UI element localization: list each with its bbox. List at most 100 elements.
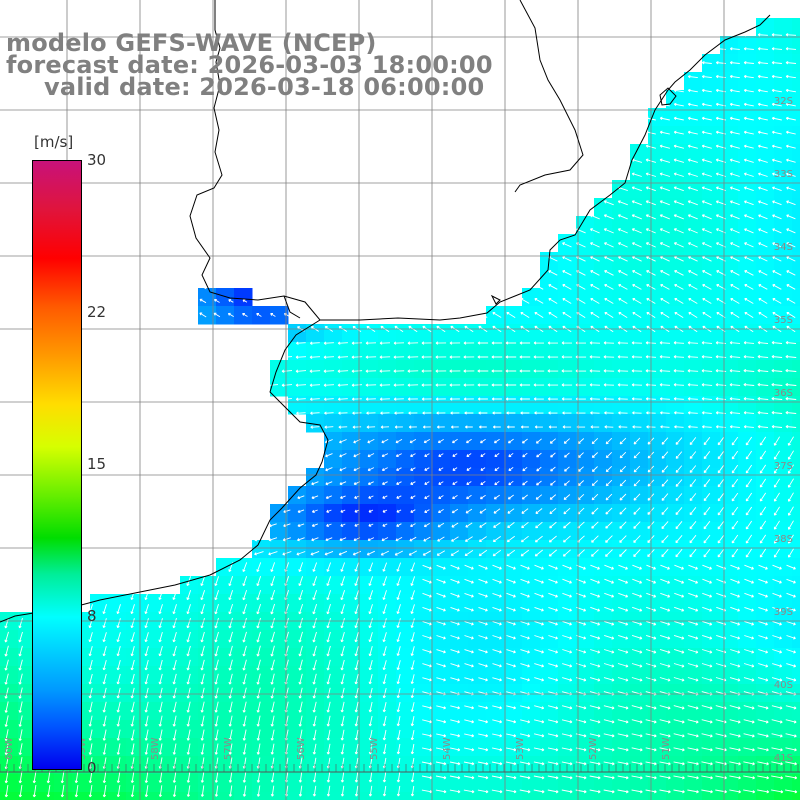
wind-arrow (520, 311, 530, 318)
wind-speed-cell (720, 234, 739, 253)
wind-arrow (478, 635, 488, 640)
wind-speed-cell (540, 396, 559, 415)
wind-speed-cell (306, 540, 325, 559)
wind-speed-cell (630, 738, 649, 757)
wind-arrow (449, 341, 461, 345)
wind-arrow (702, 620, 713, 626)
wind-speed-cell (414, 414, 433, 433)
wind-arrow (787, 548, 794, 558)
wind-arrow (410, 523, 416, 528)
wind-speed-cell (756, 432, 775, 451)
wind-arrow (464, 621, 474, 626)
wind-speed-cell (342, 360, 361, 379)
wind-arrow (786, 311, 796, 318)
wind-speed-cell (612, 180, 631, 199)
wind-arrow (534, 549, 543, 557)
wind-speed-cell (630, 450, 649, 469)
wind-speed-cell (702, 378, 721, 397)
wind-speed-cell (396, 630, 415, 649)
wind-speed-cell (774, 18, 793, 37)
wind-arrow (674, 256, 684, 262)
wind-arrow (340, 495, 346, 499)
wind-speed-cell (666, 720, 685, 739)
wind-speed-cell (144, 684, 163, 703)
wind-speed-cell (594, 378, 613, 397)
wind-speed-cell (630, 576, 649, 595)
wind-speed-cell (738, 522, 757, 541)
wind-arrow (521, 438, 528, 444)
wind-speed-cell (738, 144, 757, 163)
wind-speed-cell (738, 540, 757, 559)
wind-arrow (365, 355, 377, 359)
wind-arrow (186, 617, 191, 629)
wind-arrow (548, 549, 557, 557)
wind-speed-cell (486, 450, 505, 469)
wind-arrow (172, 673, 177, 685)
wind-arrow (102, 604, 107, 615)
wind-speed-cell (684, 108, 703, 127)
wind-speed-cell (684, 468, 703, 487)
wind-arrow (701, 102, 712, 107)
wind-speed-cell (270, 306, 289, 325)
wind-speed-cell (756, 450, 775, 469)
wind-speed-cell (774, 324, 793, 343)
wind-arrow (729, 130, 740, 135)
wind-speed-cell (378, 504, 397, 523)
wind-speed-cell (324, 558, 343, 577)
wind-speed-cell (252, 306, 271, 325)
wind-speed-cell (756, 252, 775, 271)
wind-arrow (617, 355, 629, 359)
wind-speed-cell (468, 558, 487, 577)
wind-arrow (703, 451, 711, 460)
wind-speed-cell (684, 342, 703, 361)
wind-arrow (730, 228, 740, 234)
wind-arrow (731, 534, 739, 544)
wind-speed-cell (432, 540, 451, 559)
wind-speed-cell (504, 648, 523, 667)
wind-speed-cell (702, 468, 721, 487)
wind-speed-cell (648, 684, 667, 703)
wind-speed-cell (576, 756, 595, 775)
wind-speed-cell (648, 792, 667, 800)
wind-speed-cell (720, 432, 739, 451)
wind-arrow (478, 592, 488, 598)
wind-speed-cell (630, 414, 649, 433)
wind-speed-cell (450, 666, 469, 685)
wind-speed-cell (486, 720, 505, 739)
wind-arrow (354, 509, 360, 513)
wind-speed-cell (144, 774, 163, 793)
wind-arrow (450, 663, 460, 668)
wind-arrow (102, 673, 107, 685)
wind-arrow (450, 649, 460, 654)
wind-arrow (689, 548, 697, 558)
wind-speed-cell (252, 630, 271, 649)
wind-speed-cell (684, 522, 703, 541)
wind-arrow (493, 508, 501, 514)
wind-speed-cell (90, 684, 109, 703)
latitude-label: 33S (774, 169, 793, 180)
wind-arrow (4, 617, 9, 629)
wind-speed-cell (432, 378, 451, 397)
wind-arrow (381, 453, 389, 458)
wind-speed-cell (594, 702, 613, 721)
wind-speed-cell (648, 630, 667, 649)
wind-arrow (337, 383, 349, 387)
wind-arrow (617, 369, 629, 373)
wind-speed-cell (162, 774, 181, 793)
wind-arrow (410, 674, 415, 685)
wind-speed-cell (792, 648, 800, 667)
wind-arrow (410, 562, 416, 572)
wind-speed-cell (540, 558, 559, 577)
wind-arrow (701, 649, 713, 654)
wind-speed-cell (0, 720, 19, 739)
wind-arrow (631, 649, 643, 654)
wind-arrow (382, 604, 387, 615)
wind-speed-cell (414, 468, 433, 487)
wind-speed-cell (378, 522, 397, 541)
wind-speed-cell (612, 306, 631, 325)
wind-speed-cell (774, 432, 793, 451)
wind-arrow (407, 383, 419, 387)
wind-arrow (519, 369, 531, 373)
wind-speed-cell (180, 576, 199, 595)
wind-arrow (744, 228, 754, 234)
